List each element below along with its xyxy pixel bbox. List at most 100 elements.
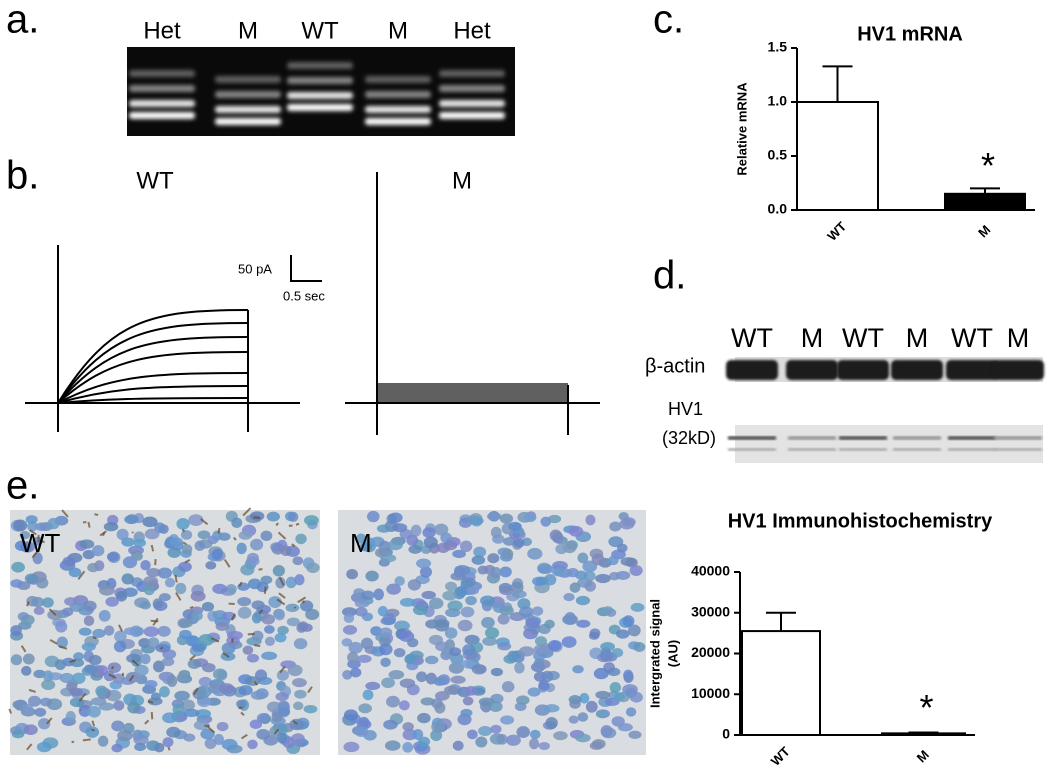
nucleus [285, 576, 297, 589]
nucleus [532, 576, 547, 586]
nucleus [420, 697, 435, 706]
nucleus [236, 699, 247, 709]
nucleus [293, 638, 308, 650]
trace [345, 172, 600, 435]
stain [150, 712, 154, 720]
nucleus [630, 602, 645, 612]
nucleus [238, 685, 253, 696]
nucleus [434, 620, 450, 632]
nucleus [194, 540, 206, 552]
lane-label: WT [951, 323, 993, 353]
nucleus [502, 537, 516, 546]
stain [297, 596, 307, 604]
nucleus [402, 722, 414, 732]
nucleus [113, 700, 125, 711]
nucleus [276, 669, 290, 681]
nucleus [548, 639, 562, 652]
panel-label: b. [6, 154, 39, 198]
nucleus [600, 641, 615, 652]
nucleus [251, 630, 264, 642]
nucleus [116, 528, 129, 541]
nucleus [569, 699, 581, 709]
nucleus [513, 538, 525, 548]
nucleus [346, 568, 358, 580]
nucleus [162, 737, 174, 748]
nucleus [547, 514, 562, 524]
nucleus [78, 627, 92, 636]
nucleus [304, 515, 319, 526]
scale-bar [290, 255, 322, 282]
stain [26, 743, 33, 751]
nucleus [591, 553, 605, 566]
nucleus [27, 521, 38, 532]
nucleus [117, 729, 133, 742]
stain [295, 522, 300, 526]
nucleus [195, 685, 212, 698]
nucleus [159, 686, 170, 698]
nucleus [354, 599, 370, 608]
nucleus [237, 606, 252, 619]
nucleus [627, 624, 641, 637]
nucleus [527, 547, 543, 560]
nucleus [478, 725, 493, 736]
nucleus [506, 734, 521, 746]
nucleus [572, 665, 584, 674]
nucleus [113, 640, 127, 653]
nucleus [11, 561, 25, 573]
stain [71, 740, 75, 744]
band [215, 106, 281, 113]
nucleus [250, 690, 267, 700]
nucleus [82, 549, 95, 560]
stain [253, 680, 258, 686]
nucleus [553, 731, 568, 741]
nucleus [464, 685, 478, 696]
nucleus [193, 720, 210, 731]
nucleus [225, 584, 237, 595]
nucleus [158, 593, 171, 602]
western-blot [726, 360, 1044, 451]
nucleus [195, 709, 212, 719]
nucleus [422, 527, 436, 538]
stain [291, 543, 296, 548]
nucleus [140, 653, 151, 665]
nucleus [205, 561, 217, 570]
stain [108, 673, 117, 679]
nucleus [144, 528, 160, 540]
stain [247, 632, 255, 636]
nucleus [19, 531, 31, 540]
bar [741, 630, 821, 737]
nucleus [564, 611, 576, 624]
nucleus [31, 596, 45, 608]
nucleus [137, 730, 150, 739]
nucleus [213, 733, 224, 745]
nucleus [468, 516, 484, 526]
stain [87, 521, 91, 528]
band [129, 112, 195, 119]
y-axis-label: Intergrated signal [647, 599, 662, 708]
nucleus [24, 573, 38, 584]
nucleus [98, 609, 111, 622]
nucleus [359, 542, 373, 552]
nucleus [360, 590, 375, 600]
band [439, 85, 505, 92]
nucleus [377, 605, 389, 617]
trace [57, 372, 249, 404]
y-tick-label: 30000 [691, 603, 730, 619]
nucleus [121, 537, 135, 547]
nucleus [164, 577, 176, 588]
nucleus [103, 522, 119, 532]
nucleus [488, 701, 503, 712]
nucleus [555, 543, 568, 555]
nucleus [566, 567, 579, 578]
band [726, 360, 778, 380]
stain [41, 540, 46, 544]
panel-label: e. [6, 464, 39, 508]
nucleus [65, 711, 76, 723]
band [129, 70, 195, 77]
nucleus [36, 741, 52, 753]
nucleus [42, 597, 54, 608]
nucleus [502, 548, 514, 560]
nucleus [444, 627, 458, 639]
stain [20, 645, 27, 653]
nucleus [274, 632, 287, 643]
